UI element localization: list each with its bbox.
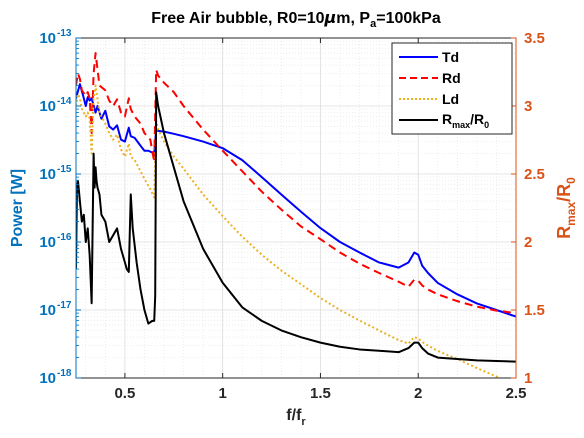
left-y-tick-exponent: -17 <box>57 300 72 311</box>
legend-label-ld: Ld <box>442 91 459 107</box>
left-y-tick-label: 10 <box>39 166 56 183</box>
left-y-tick-exponent: -15 <box>57 164 72 175</box>
left-y-tick-exponent: -16 <box>57 232 72 243</box>
left-y-axis-label: Power [W] <box>9 169 26 247</box>
chart-title: Free Air bubble, R0=10μm, Pa=100kPa <box>151 8 441 30</box>
right-y-tick-label: 3.5 <box>524 30 545 47</box>
right-y-tick-label: 1.5 <box>524 302 545 319</box>
left-y-tick-label: 10 <box>39 302 56 319</box>
legend-box <box>391 42 513 135</box>
x-tick-label: 2 <box>414 385 422 402</box>
legend-label-rmax-r0: Rmax/R0 <box>442 111 489 130</box>
left-y-tick-exponent: -13 <box>57 28 72 39</box>
right-y-tick-label: 1 <box>524 370 532 387</box>
series-line-rd <box>76 52 516 315</box>
series-line-ld <box>76 84 502 378</box>
left-y-tick-label: 10 <box>39 370 56 387</box>
right-y-tick-label: 3 <box>524 98 532 115</box>
series-group <box>76 52 516 378</box>
right-y-tick-label: 2.5 <box>524 166 545 183</box>
series-line-td <box>76 83 516 318</box>
right-y-axis-label: Rmax/R0 <box>554 177 578 239</box>
left-y-tick-exponent: -14 <box>57 96 72 107</box>
x-tick-label: 1.5 <box>310 385 331 402</box>
x-axis-label: f/fr <box>286 407 306 428</box>
x-tick-label: 0.5 <box>114 385 135 402</box>
x-tick-label: 2.5 <box>506 385 527 402</box>
left-y-tick-label: 10 <box>39 234 56 251</box>
legend-label-rd: Rd <box>442 70 461 86</box>
left-y-tick-label: 10 <box>39 98 56 115</box>
legend-label-td: Td <box>442 49 459 65</box>
x-tick-label: 1 <box>218 385 226 402</box>
left-y-tick-label: 10 <box>39 30 56 47</box>
legend: Td Rd Ld Rmax/R0 <box>391 42 513 135</box>
right-y-tick-label: 2 <box>524 234 532 251</box>
left-y-tick-exponent: -18 <box>57 368 72 379</box>
series-line-r-max-r-0 <box>76 91 516 363</box>
